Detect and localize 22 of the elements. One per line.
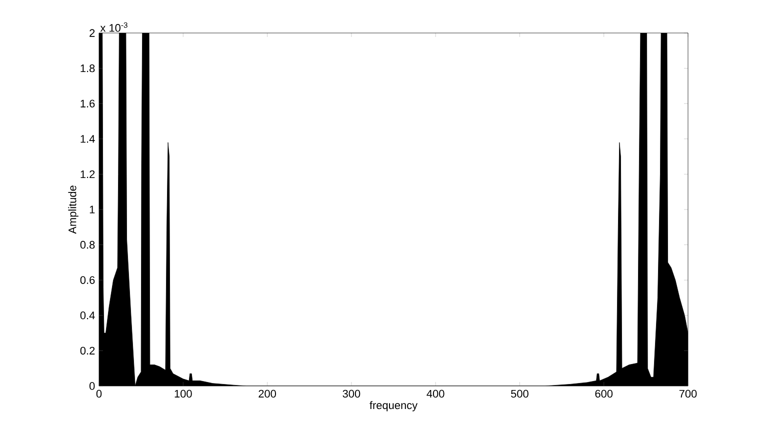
x-tick-label: 400: [426, 390, 444, 398]
y-tick-label: 1.2: [80, 170, 95, 178]
x-tick-label: 200: [258, 390, 276, 398]
y-tick-label: 0.8: [80, 240, 95, 249]
y-tick-label: 1: [90, 206, 95, 214]
y-tick-label: 0.2: [80, 346, 95, 355]
y-tick-label: 0.4: [80, 312, 95, 320]
y-tick-label: 1.6: [80, 100, 95, 108]
x-axis-title: frequency: [370, 401, 418, 412]
x-tick-label: 100: [174, 390, 192, 398]
x-tick-label: 700: [679, 390, 697, 398]
text: x 10$^{-3}$: [100, 22, 128, 32]
x-tick-label: 300: [342, 390, 360, 398]
x-tick-label: 0: [96, 390, 102, 398]
y-axis-title: Amplitude: [68, 186, 78, 234]
y-tick-label: 1.4: [80, 135, 95, 143]
x-tick-label: 600: [595, 390, 613, 398]
y-tick-label: 2: [90, 29, 95, 37]
x-tick-label: 500: [511, 390, 528, 398]
y-tick-label: 0: [89, 382, 95, 390]
y-tick-label: 1.8: [80, 64, 95, 72]
y-tick-label: 0.6: [80, 276, 95, 284]
